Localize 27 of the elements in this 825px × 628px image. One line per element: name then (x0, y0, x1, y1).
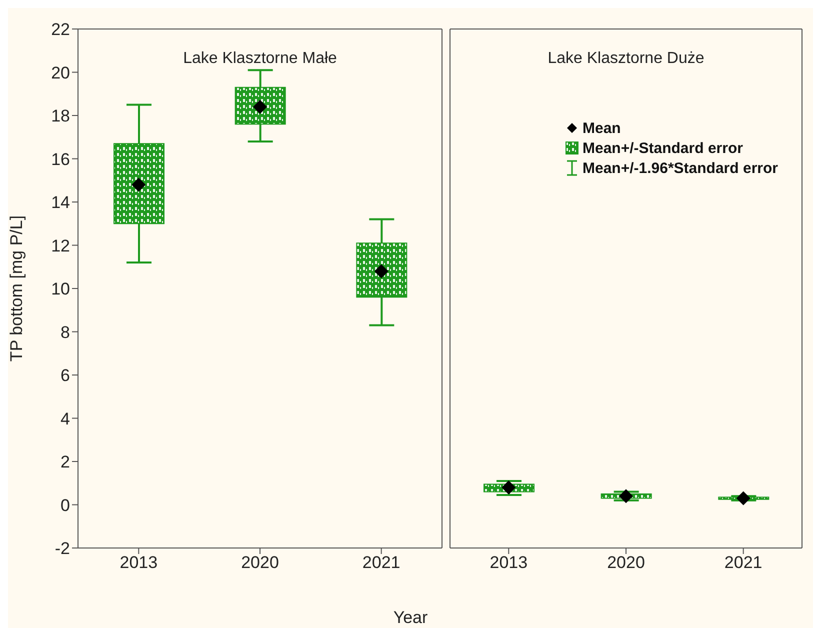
x-axis-title: Year (392, 608, 429, 628)
text: Lake Klasztorne Duże (546, 50, 706, 68)
y-tick-label: 20 (51, 63, 70, 82)
y-tick-label: 2 (60, 452, 70, 472)
y-tick-label: 14 (51, 193, 70, 212)
y-tick-label: 0 (60, 496, 70, 515)
y-tick-label: 22 (51, 20, 70, 40)
y-tick-label: 16 (51, 150, 70, 169)
y-tick-label: 8 (60, 322, 70, 342)
y-tick-label: 6 (60, 366, 70, 386)
x-tick-label: 2021 (724, 553, 762, 572)
y-tick-label: 4 (60, 409, 70, 428)
y-tick-label: -2 (54, 539, 70, 558)
annotation: Mean+/-Standard error (582, 140, 743, 156)
x-tick-label: 2020 (607, 553, 645, 572)
y-tick-label: 18 (51, 106, 70, 126)
x-tick-label: 2021 (362, 553, 400, 572)
key-notes: Mean Mean+/-Standard error Mean+/-1.96*Standard error (564, 118, 778, 178)
text: Lake Klasztorne Małe (182, 50, 338, 68)
annotation: Mean+/-1.96*Standard error (582, 160, 778, 176)
y-axis-title: TP bottom [mg P/L] (7, 215, 26, 362)
x-tick-label: 2020 (241, 553, 279, 572)
x-tick-label: 2013 (490, 553, 528, 572)
annotation: Mean (582, 120, 621, 136)
y-tick-label: 10 (51, 280, 70, 299)
x-tick-label: 2013 (120, 553, 158, 572)
y-tick-label: 12 (51, 236, 70, 256)
